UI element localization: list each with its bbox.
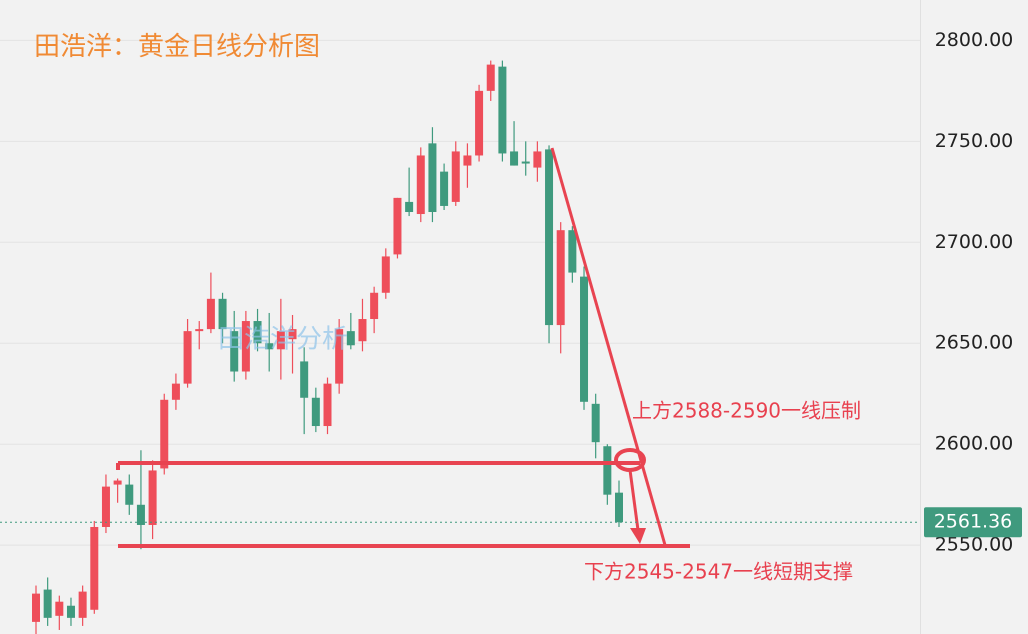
candle-body: [43, 589, 52, 618]
candle-body: [253, 321, 262, 344]
candle-body: [32, 593, 40, 622]
candle-body: [346, 331, 355, 346]
candle-body: [486, 64, 495, 91]
trend-line: [550, 147, 667, 546]
candle-body: [591, 403, 600, 443]
candle-body: [66, 605, 75, 618]
candle-body: [393, 197, 402, 255]
last-price-box: [924, 507, 1022, 538]
candle-body: [276, 331, 285, 350]
candle-body: [498, 66, 507, 154]
candle-body: [556, 230, 565, 326]
candle-body: [125, 484, 134, 505]
arrow: [628, 469, 640, 531]
arrow-head: [630, 528, 646, 544]
y-tick-label: 2800.00: [935, 29, 1014, 51]
candle-body: [463, 155, 472, 166]
candle-body: [171, 383, 180, 400]
candle-body: [113, 480, 122, 485]
y-tick-label: 2650.00: [935, 332, 1014, 354]
chart-title: 田浩洋：黄金日线分析图: [34, 32, 320, 62]
annotation: 下方2545-2547一线短期支撑: [584, 560, 853, 584]
candle-body: [218, 298, 227, 330]
candle-body: [475, 90, 484, 156]
candle-body: [358, 319, 367, 342]
candle-body: [568, 230, 577, 273]
candles: [32, 60, 623, 634]
candle-body: [78, 591, 87, 618]
candle-body: [440, 171, 449, 206]
candle-body: [183, 331, 192, 384]
y-tick-label: 2750.00: [935, 130, 1014, 152]
candle-body: [580, 276, 589, 402]
candle-body: [148, 470, 157, 525]
candle-body: [241, 321, 250, 372]
candle-body: [615, 492, 623, 523]
candle-body: [370, 292, 379, 320]
candle-body: [206, 298, 215, 330]
last-price-label: 2561.36: [934, 511, 1013, 533]
candle-body: [451, 151, 460, 202]
candle-body: [288, 329, 297, 340]
candle-body: [311, 397, 320, 427]
y-tick-label: 2550.00: [935, 534, 1014, 556]
watermark: 田浩洋分析: [218, 325, 348, 355]
candle-body: [136, 504, 145, 525]
candle-body: [381, 256, 390, 293]
candle-body: [545, 149, 554, 326]
candle-body: [521, 161, 530, 164]
candle-body: [416, 155, 425, 215]
y-tick-label: 2600.00: [935, 433, 1014, 455]
candle-body: [55, 601, 64, 616]
candle-body: [405, 201, 414, 213]
candle-body: [195, 329, 204, 332]
y-tick-label: 2700.00: [935, 231, 1014, 253]
candle-body: [300, 361, 309, 398]
candle-body: [603, 446, 612, 495]
candle-body: [230, 331, 239, 372]
candle-body: [160, 399, 169, 469]
candle-body: [428, 143, 437, 213]
candle-body: [510, 151, 519, 166]
annotation-shapes: [116, 147, 690, 548]
candle-body: [101, 486, 110, 527]
candle-body: [323, 383, 332, 427]
annotation: 上方2588-2590一线压制: [632, 399, 861, 423]
candle-body: [265, 343, 274, 350]
candle-body: [90, 526, 99, 610]
candle-body: [533, 151, 542, 168]
candle-body: [335, 329, 344, 384]
